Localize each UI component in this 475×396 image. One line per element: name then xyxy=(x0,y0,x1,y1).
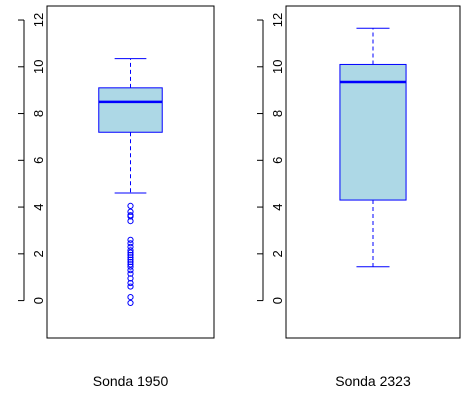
outlier-point xyxy=(127,243,134,250)
boxplot-panel-2: 0 2 4 6 8 10 12 Sonda 2323 xyxy=(257,5,461,389)
outlier-point xyxy=(127,213,134,220)
plot-frame xyxy=(46,5,215,339)
iqr-box xyxy=(339,63,407,201)
outlier-point xyxy=(127,261,134,268)
outlier-point xyxy=(127,279,134,287)
y-tick-label: 12 xyxy=(270,13,285,27)
outlier-point xyxy=(127,254,134,261)
outlier-point xyxy=(127,258,134,266)
y-tick-label: 10 xyxy=(270,60,285,74)
outlier-point xyxy=(127,202,134,210)
y-tick-label: 12 xyxy=(31,13,46,27)
outlier-point xyxy=(127,270,134,277)
outlier-point xyxy=(127,236,134,243)
outlier-point xyxy=(127,299,134,307)
outlier-point xyxy=(127,217,134,225)
outlier-point xyxy=(127,293,134,301)
plot-frame xyxy=(285,5,461,339)
y-tick-label: 0 xyxy=(270,297,285,304)
outlier-point xyxy=(127,275,134,282)
outlier-point xyxy=(127,240,134,247)
category-label: Sonda 2323 xyxy=(335,373,411,389)
category-label: Sonda 1950 xyxy=(93,373,169,389)
y-tick-label: 4 xyxy=(270,203,285,210)
y-tick-label: 2 xyxy=(31,250,46,257)
y-tick-label: 10 xyxy=(31,60,46,74)
iqr-box xyxy=(98,87,163,133)
outlier-point xyxy=(127,249,134,256)
y-tick-label: 6 xyxy=(270,157,285,164)
y-tick-label: 2 xyxy=(270,250,285,257)
y-tick-label: 8 xyxy=(31,110,46,117)
outlier-point xyxy=(127,263,134,270)
outlier-point xyxy=(127,208,134,215)
outlier-point xyxy=(127,251,134,259)
y-tick-label: 4 xyxy=(31,203,46,210)
outlier-point xyxy=(127,256,134,263)
y-tick-label: 6 xyxy=(31,157,46,164)
outlier-point xyxy=(127,267,134,274)
outlier-point xyxy=(127,247,134,254)
boxplot-panel-1: 0 2 4 6 8 10 12 Sonda 1950 xyxy=(18,5,215,389)
y-tick-label: 8 xyxy=(270,110,285,117)
outlier-point xyxy=(127,283,134,290)
y-tick-label: 0 xyxy=(31,297,46,304)
